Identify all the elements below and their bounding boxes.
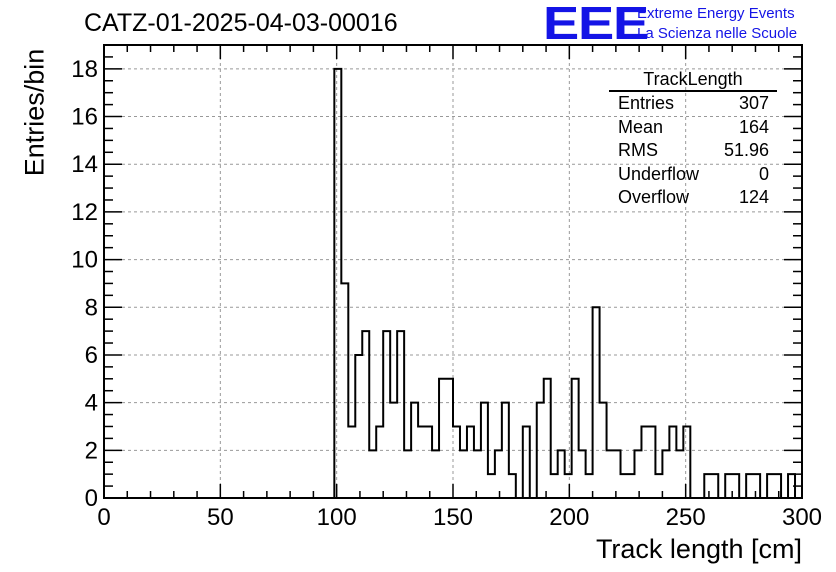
stats-value: 51.96 <box>723 140 769 160</box>
tick-labels: 0 50 100 150 200 250 300 0 2 4 6 8 10 12 14 16 18 <box>71 56 822 531</box>
y-tick-label: 12 <box>71 199 98 226</box>
x-tick-label: 50 <box>207 504 234 531</box>
y-tick-label: 16 <box>71 104 98 131</box>
y-tick-label: 18 <box>71 56 98 83</box>
x-axis-label: Track length [cm] <box>595 534 802 564</box>
y-tick-label: 10 <box>71 247 98 274</box>
stats-value: 124 <box>738 187 769 207</box>
y-tick-label: 0 <box>85 485 98 512</box>
stats-label: Underflow <box>618 163 700 184</box>
x-tick-label: 100 <box>317 504 357 531</box>
chart-title: CATZ-01-2025-04-03-00016 <box>84 9 398 37</box>
x-tick-label: 250 <box>666 504 706 531</box>
y-tick-label: 4 <box>85 390 98 417</box>
axis-ticks <box>103 44 803 499</box>
x-tick-label: 200 <box>549 504 589 531</box>
y-tick-label: 8 <box>85 294 98 321</box>
stats-row-rms: RMS 51.96 <box>609 139 777 163</box>
y-axis-label: Entries/bin <box>19 48 50 177</box>
x-tick-label: 0 <box>97 504 110 531</box>
stats-box-title: TrackLength <box>609 68 777 92</box>
y-tick-label: 14 <box>71 151 98 178</box>
stats-label: Entries <box>618 93 675 113</box>
stats-value: 164 <box>738 116 769 137</box>
stats-row-entries: Entries 307 <box>609 92 777 116</box>
stats-value: 0 <box>758 163 769 184</box>
eee-logo-line2: La Scienza nelle Scuole <box>637 25 798 42</box>
stats-label: Mean <box>618 116 664 137</box>
stats-label: Overflow <box>618 187 690 207</box>
eee-logo-line1: Extreme Energy Events <box>637 5 795 22</box>
y-tick-label: 6 <box>85 342 98 369</box>
stats-row-overflow: Overflow 124 <box>609 186 777 210</box>
x-tick-label: 300 <box>782 504 822 531</box>
stats-row-underflow: Underflow 0 <box>609 163 777 187</box>
histogram-outline <box>333 67 802 499</box>
stats-box: TrackLength Entries 307 Mean 164 RMS 51.… <box>609 68 777 210</box>
stats-label: RMS <box>618 140 658 160</box>
eee-logo-mark: EEE <box>543 0 649 49</box>
y-tick-label: 2 <box>85 437 98 464</box>
x-tick-label: 150 <box>433 504 473 531</box>
stats-row-mean: Mean 164 <box>609 116 777 140</box>
stats-value: 307 <box>738 93 769 113</box>
